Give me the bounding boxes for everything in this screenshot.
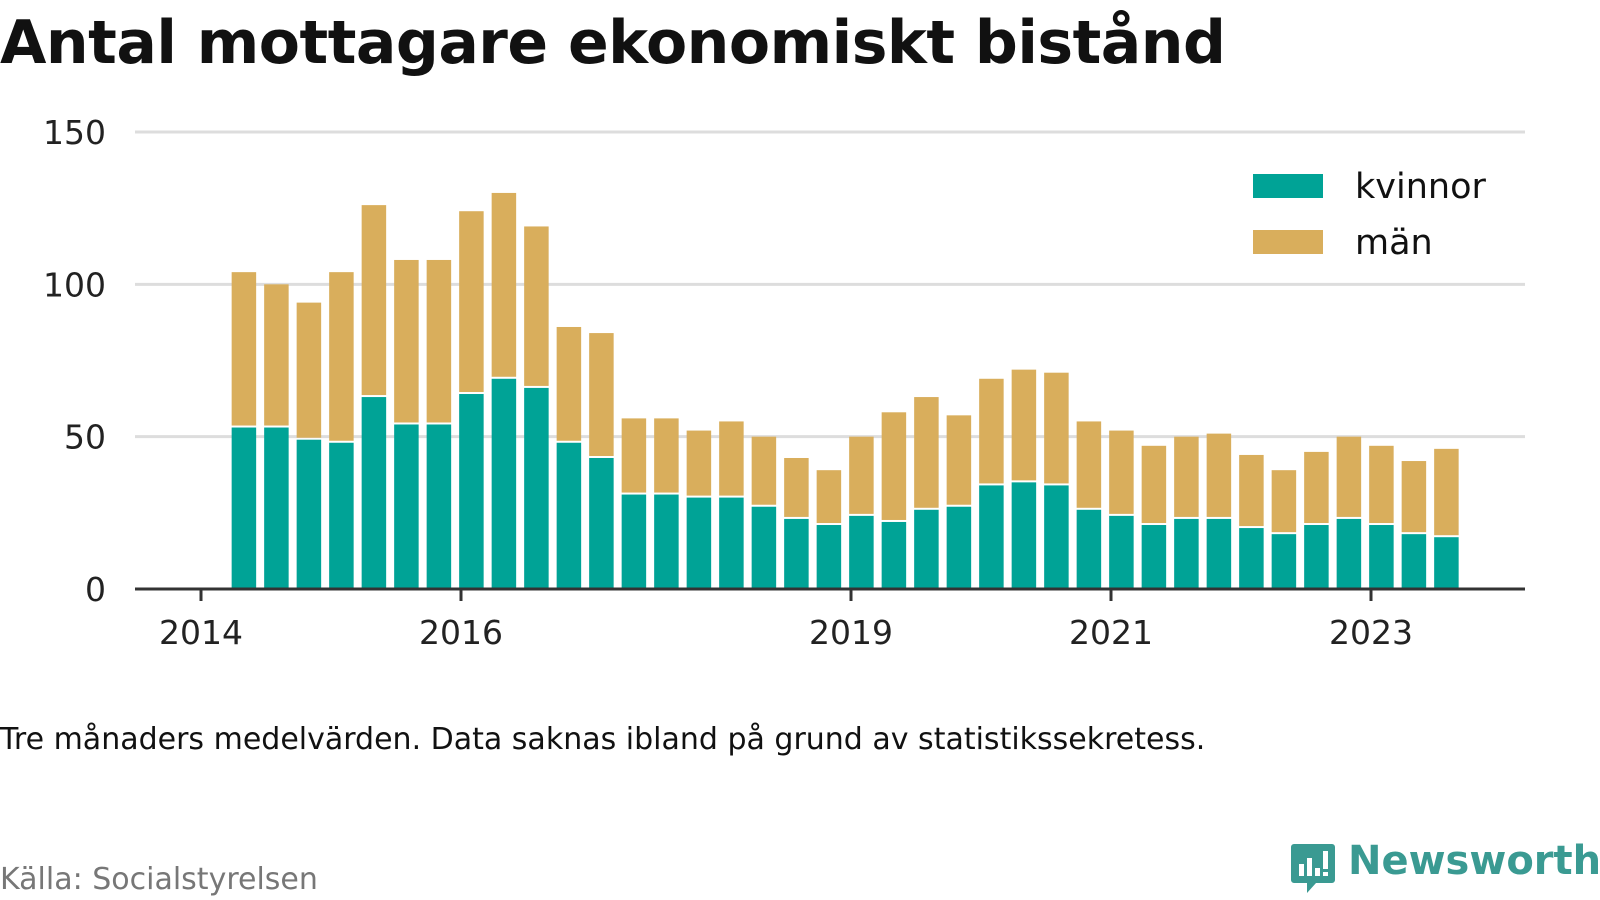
bar-män bbox=[1336, 436, 1362, 517]
bar-kvinnor bbox=[296, 439, 322, 589]
bar-kvinnor bbox=[816, 525, 842, 589]
bar-män bbox=[1141, 445, 1167, 524]
bar-män bbox=[1239, 454, 1264, 527]
bar-kvinnor bbox=[1076, 509, 1102, 589]
bar-kvinnor bbox=[914, 509, 939, 589]
bar-kvinnor bbox=[1239, 528, 1264, 589]
bar-män bbox=[1401, 461, 1427, 533]
bar-män bbox=[1011, 369, 1037, 481]
bar-kvinnor bbox=[1044, 485, 1069, 589]
bar-kvinnor bbox=[1271, 534, 1297, 589]
bar-män bbox=[556, 326, 582, 441]
x-tick-label: 2023 bbox=[1329, 613, 1413, 652]
bar-män bbox=[264, 284, 289, 426]
bar-män bbox=[361, 205, 387, 396]
bar-kvinnor bbox=[1011, 482, 1037, 589]
y-tick-label: 0 bbox=[85, 570, 106, 609]
bar-kvinnor bbox=[1401, 534, 1427, 589]
bar-kvinnor bbox=[491, 378, 517, 589]
bar-kvinnor bbox=[979, 485, 1004, 589]
bar-män bbox=[459, 211, 484, 393]
x-tick-label: 2021 bbox=[1069, 613, 1153, 652]
bar-män bbox=[524, 226, 549, 386]
newsworthy-chart-bubble-icon bbox=[1291, 844, 1335, 893]
bar-män bbox=[329, 272, 354, 441]
bar-kvinnor bbox=[1141, 525, 1167, 589]
bar-kvinnor bbox=[751, 506, 777, 589]
y-tick-label: 50 bbox=[64, 418, 106, 457]
bar-kvinnor bbox=[1109, 515, 1134, 589]
bar-män bbox=[686, 430, 712, 496]
bar-kvinnor bbox=[1434, 537, 1459, 589]
bar-män bbox=[621, 418, 647, 493]
x-tick-label: 2019 bbox=[809, 613, 893, 652]
bar-män bbox=[1076, 421, 1102, 508]
bar-kvinnor bbox=[1369, 525, 1394, 589]
axes: 0 50 100 150 2014 2016 2019 2021 2023 bbox=[43, 113, 1525, 652]
y-tick-label: 100 bbox=[43, 265, 106, 304]
bar-kvinnor bbox=[1304, 525, 1329, 589]
bar-män bbox=[1206, 433, 1232, 517]
legend-label-män: män bbox=[1355, 223, 1433, 263]
bar-kvinnor bbox=[231, 427, 257, 589]
bar-kvinnor bbox=[361, 397, 387, 589]
bar-kvinnor bbox=[556, 442, 582, 589]
bar-kvinnor bbox=[524, 387, 549, 589]
brand-logo: Newsworthy bbox=[1290, 838, 1600, 898]
chart-note: Tre månaders medelvärden. Data saknas ib… bbox=[0, 722, 1206, 757]
bar-kvinnor bbox=[686, 497, 712, 589]
bar-män bbox=[914, 397, 939, 508]
bar-män bbox=[946, 415, 972, 505]
legend-swatch-kvinnor bbox=[1253, 174, 1323, 198]
brand-name: Newsworthy bbox=[1348, 838, 1600, 884]
bar-män bbox=[979, 378, 1004, 484]
bar-män bbox=[1174, 436, 1199, 517]
y-tick-label: 150 bbox=[43, 113, 106, 152]
legend-label-kvinnor: kvinnor bbox=[1355, 167, 1486, 207]
bar-män bbox=[751, 436, 777, 505]
bar-kvinnor bbox=[459, 394, 484, 589]
bars bbox=[231, 192, 1459, 589]
legend-swatch-män bbox=[1253, 230, 1323, 254]
bar-kvinnor bbox=[784, 518, 809, 589]
x-tick-label: 2014 bbox=[159, 613, 243, 652]
bar-män bbox=[589, 333, 614, 456]
bar-män bbox=[231, 272, 257, 426]
bar-män bbox=[491, 192, 517, 377]
bar-kvinnor bbox=[426, 424, 452, 589]
bar-män bbox=[654, 418, 679, 493]
bar-män bbox=[719, 421, 744, 496]
bar-män bbox=[1434, 448, 1459, 536]
bar-män bbox=[1044, 372, 1069, 484]
bar-män bbox=[1369, 445, 1394, 524]
bar-kvinnor bbox=[849, 515, 874, 589]
bar-män bbox=[881, 412, 907, 520]
bar-män bbox=[296, 302, 322, 438]
bar-kvinnor bbox=[946, 506, 972, 589]
bar-kvinnor bbox=[394, 424, 419, 589]
bar-kvinnor bbox=[1206, 518, 1232, 589]
bar-män bbox=[1271, 470, 1297, 533]
bar-män bbox=[1304, 451, 1329, 524]
bar-män bbox=[816, 470, 842, 524]
bar-kvinnor bbox=[621, 494, 647, 589]
bar-kvinnor bbox=[719, 497, 744, 589]
bar-kvinnor bbox=[1174, 518, 1199, 589]
bar-män bbox=[849, 436, 874, 514]
bar-män bbox=[394, 259, 419, 423]
x-tick-label: 2016 bbox=[419, 613, 503, 652]
bar-kvinnor bbox=[1336, 518, 1362, 589]
bar-män bbox=[784, 457, 809, 517]
bar-kvinnor bbox=[589, 457, 614, 589]
bar-kvinnor bbox=[881, 521, 907, 589]
bar-män bbox=[1109, 430, 1134, 514]
legend: kvinnor män bbox=[1253, 167, 1486, 263]
bar-män bbox=[426, 259, 452, 423]
bar-kvinnor bbox=[264, 427, 289, 589]
bar-kvinnor bbox=[329, 442, 354, 589]
bar-kvinnor bbox=[654, 494, 679, 589]
source-credit: Källa: Socialstyrelsen bbox=[0, 862, 318, 897]
chart-title: Antal mottagare ekonomiskt bistånd bbox=[0, 8, 1226, 78]
